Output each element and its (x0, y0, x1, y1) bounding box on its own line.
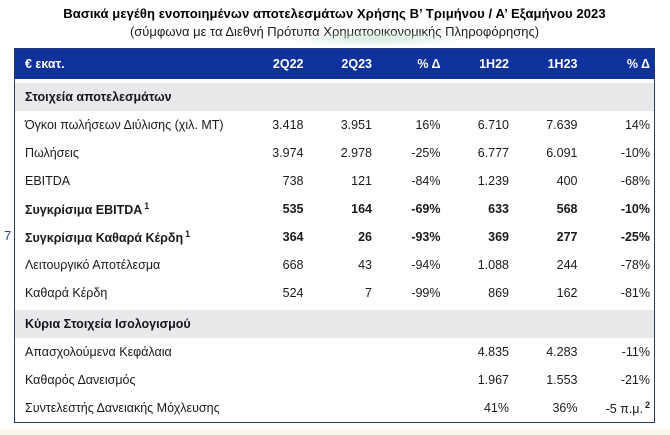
cell-2q23: 43 (358, 258, 372, 272)
cell-delta-q: -25% (411, 146, 441, 160)
footnote-marker-1: 1 (185, 228, 191, 239)
cell-1h22: 1.967 (477, 373, 509, 387)
row-label: EBITDA (25, 174, 71, 188)
table-row-gearing-ratio: Συντελεστής Δανειακής Μόχλευσης 41% 36% … (15, 394, 654, 422)
table-row-net-income: Καθαρά Κέρδη 524 7 -99% 869 162 -81% (15, 279, 654, 307)
cell-delta-h: -11% (621, 345, 650, 359)
row-label: Πωλήσεις (25, 146, 79, 160)
row-label: Συντελεστής Δανειακής Μόχλευσης (25, 401, 220, 415)
section-header-results: Στοιχεία αποτελεσμάτων (15, 83, 654, 111)
cell-delta-h: -25% (620, 230, 650, 244)
table-row-capital-employed: Απασχολούμενα Κεφάλαια 4.835 4.283 -11% (15, 338, 654, 366)
cell-delta-q: -99% (411, 286, 441, 300)
cell-1h22: 4.835 (477, 345, 509, 359)
cell-delta-q: -94% (411, 258, 441, 272)
cell-2q23: 26 (358, 230, 372, 244)
cell-delta-h: -81% (620, 286, 650, 300)
cell-2q23: 164 (351, 202, 372, 216)
cell-2q22: 738 (282, 174, 304, 188)
cell-1h22: 1.088 (477, 258, 509, 272)
financial-results-table: € εκατ. 2Q22 2Q23 % Δ 1H22 1H23 % Δ Στοι… (14, 48, 655, 423)
column-header-delta-h: % Δ (626, 57, 650, 71)
page-title: Βασικά μεγέθη ενοποιημένων αποτελεσμάτων… (63, 6, 606, 21)
cell-1h23: 400 (556, 174, 578, 188)
cell-delta-h: -21% (620, 373, 650, 387)
row-label: Συγκρίσιμα Καθαρά Κέρδη 1 (25, 228, 191, 246)
table-row-adjusted-ebitda: Συγκρίσιμα EBITDA 1 535 164 -69% 633 568 … (15, 195, 654, 223)
cell-1h22: 633 (488, 202, 509, 216)
table-row-refining-sales-volumes: Όγκοι πωλήσεων Διύλισης (χιλ. ΜΤ) 3.418 … (15, 111, 654, 139)
cell-2q22: 3.974 (272, 146, 304, 160)
cell-delta-h: -68% (620, 174, 650, 188)
cell-1h22: 6.777 (477, 146, 509, 160)
cell-1h22: 41% (483, 401, 509, 415)
cell-2q22: 364 (282, 230, 304, 244)
cell-1h23: 244 (556, 258, 578, 272)
cell-delta-h: -10% (620, 146, 650, 160)
row-label: Λειτουργικό Αποτέλεσμα (25, 258, 161, 272)
cell-1h23: 36% (552, 401, 578, 415)
cell-delta-q: -84% (411, 174, 441, 188)
row-label: Απασχολούμενα Κεφάλαια (25, 345, 172, 359)
cell-delta-h: 14% (624, 118, 650, 132)
cell-2q22: 524 (282, 286, 304, 300)
page-number: 7 (4, 228, 12, 243)
section-header-balance-sheet: Κύρια Στοιχεία Ισολογισμού (15, 310, 654, 338)
cell-1h22: 1.239 (477, 174, 509, 188)
column-header-2q23: 2Q23 (341, 57, 372, 71)
cell-delta-h: -5 π.μ. 2 (605, 399, 650, 417)
cell-2q23: 121 (351, 174, 372, 188)
cell-delta-q: 16% (415, 118, 441, 132)
table-row-ebitda: EBITDA 738 121 -84% 1.239 400 -68% (15, 167, 654, 195)
cell-2q23: 3.951 (340, 118, 372, 132)
cell-1h23: 277 (556, 230, 578, 244)
unit-label: € εκατ. (25, 57, 65, 71)
table-row-sales: Πωλήσεις 3.974 2.978 -25% 6.777 6.091 -1… (15, 139, 654, 167)
cell-2q23: 7 (365, 286, 372, 300)
cell-1h23: 568 (556, 202, 578, 216)
footnote-marker-2: 2 (644, 399, 650, 410)
cell-1h23: 1.553 (546, 373, 578, 387)
cell-1h23: 7.639 (546, 118, 578, 132)
cell-1h22: 369 (488, 230, 509, 244)
column-header-1h22: 1H22 (479, 57, 509, 71)
cell-delta-h: -10% (620, 202, 650, 216)
cell-delta-q: -93% (411, 230, 441, 244)
column-header-delta-q: % Δ (417, 57, 441, 71)
cell-1h23: 6.091 (546, 146, 578, 160)
cell-1h22: 869 (488, 286, 509, 300)
table-header-row: € εκατ. 2Q22 2Q23 % Δ 1H22 1H23 % Δ (15, 49, 654, 79)
cell-2q22: 535 (282, 202, 304, 216)
column-header-1h23: 1H23 (547, 57, 578, 71)
cell-delta-q: -69% (411, 202, 441, 216)
row-label: Όγκοι πωλήσεων Διύλισης (χιλ. ΜΤ) (25, 118, 224, 132)
cell-2q22: 668 (282, 258, 304, 272)
row-label: Συγκρίσιμα EBITDA 1 (25, 200, 150, 218)
row-label: Καθαρός Δανεισμός (25, 373, 136, 387)
table-row-net-debt: Καθαρός Δανεισμός 1.967 1.553 -21% (15, 366, 654, 394)
table-row-operating-result: Λειτουργικό Αποτέλεσμα 668 43 -94% 1.088… (15, 251, 654, 279)
cell-1h23: 162 (556, 286, 578, 300)
table-row-adjusted-net-income: Συγκρίσιμα Καθαρά Κέρδη 1 364 26 -93% 369… (15, 223, 654, 251)
footnote-marker-1: 1 (144, 200, 150, 211)
page-subtitle: (σύμφωνα με τα Διεθνή Πρότυπα Χρηματοοικ… (129, 24, 540, 39)
column-header-2q22: 2Q22 (272, 57, 304, 71)
cell-2q22: 3.418 (272, 118, 304, 132)
cell-delta-h: -78% (620, 258, 650, 272)
cell-1h22: 6.710 (477, 118, 509, 132)
cell-1h23: 4.283 (546, 345, 578, 359)
cell-2q23: 2.978 (340, 146, 372, 160)
row-label: Καθαρά Κέρδη (25, 286, 108, 300)
bottom-tint (0, 429, 670, 435)
